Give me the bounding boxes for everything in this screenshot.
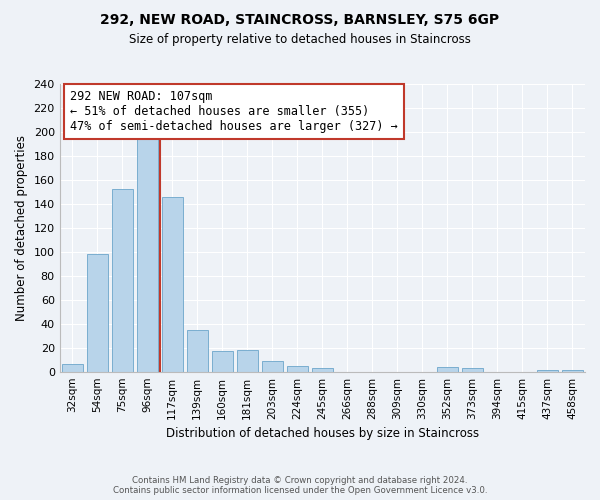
Bar	[537, 370, 558, 372]
Bar	[236, 350, 258, 372]
Text: 292, NEW ROAD, STAINCROSS, BARNSLEY, S75 6GP: 292, NEW ROAD, STAINCROSS, BARNSLEY, S75…	[100, 12, 500, 26]
Bar	[86, 254, 108, 372]
Bar	[437, 367, 458, 372]
Y-axis label: Number of detached properties: Number of detached properties	[15, 135, 28, 321]
Bar	[62, 364, 83, 372]
Bar	[112, 190, 133, 372]
Text: Size of property relative to detached houses in Staincross: Size of property relative to detached ho…	[129, 32, 471, 46]
Bar	[212, 352, 233, 372]
Bar	[262, 361, 283, 372]
Bar	[187, 330, 208, 372]
Bar	[287, 366, 308, 372]
Text: Contains HM Land Registry data © Crown copyright and database right 2024.
Contai: Contains HM Land Registry data © Crown c…	[113, 476, 487, 495]
Text: 292 NEW ROAD: 107sqm
← 51% of detached houses are smaller (355)
47% of semi-deta: 292 NEW ROAD: 107sqm ← 51% of detached h…	[70, 90, 398, 133]
Bar	[312, 368, 333, 372]
Bar	[161, 196, 183, 372]
Bar	[562, 370, 583, 372]
X-axis label: Distribution of detached houses by size in Staincross: Distribution of detached houses by size …	[166, 427, 479, 440]
Bar	[462, 368, 483, 372]
Bar	[137, 132, 158, 372]
